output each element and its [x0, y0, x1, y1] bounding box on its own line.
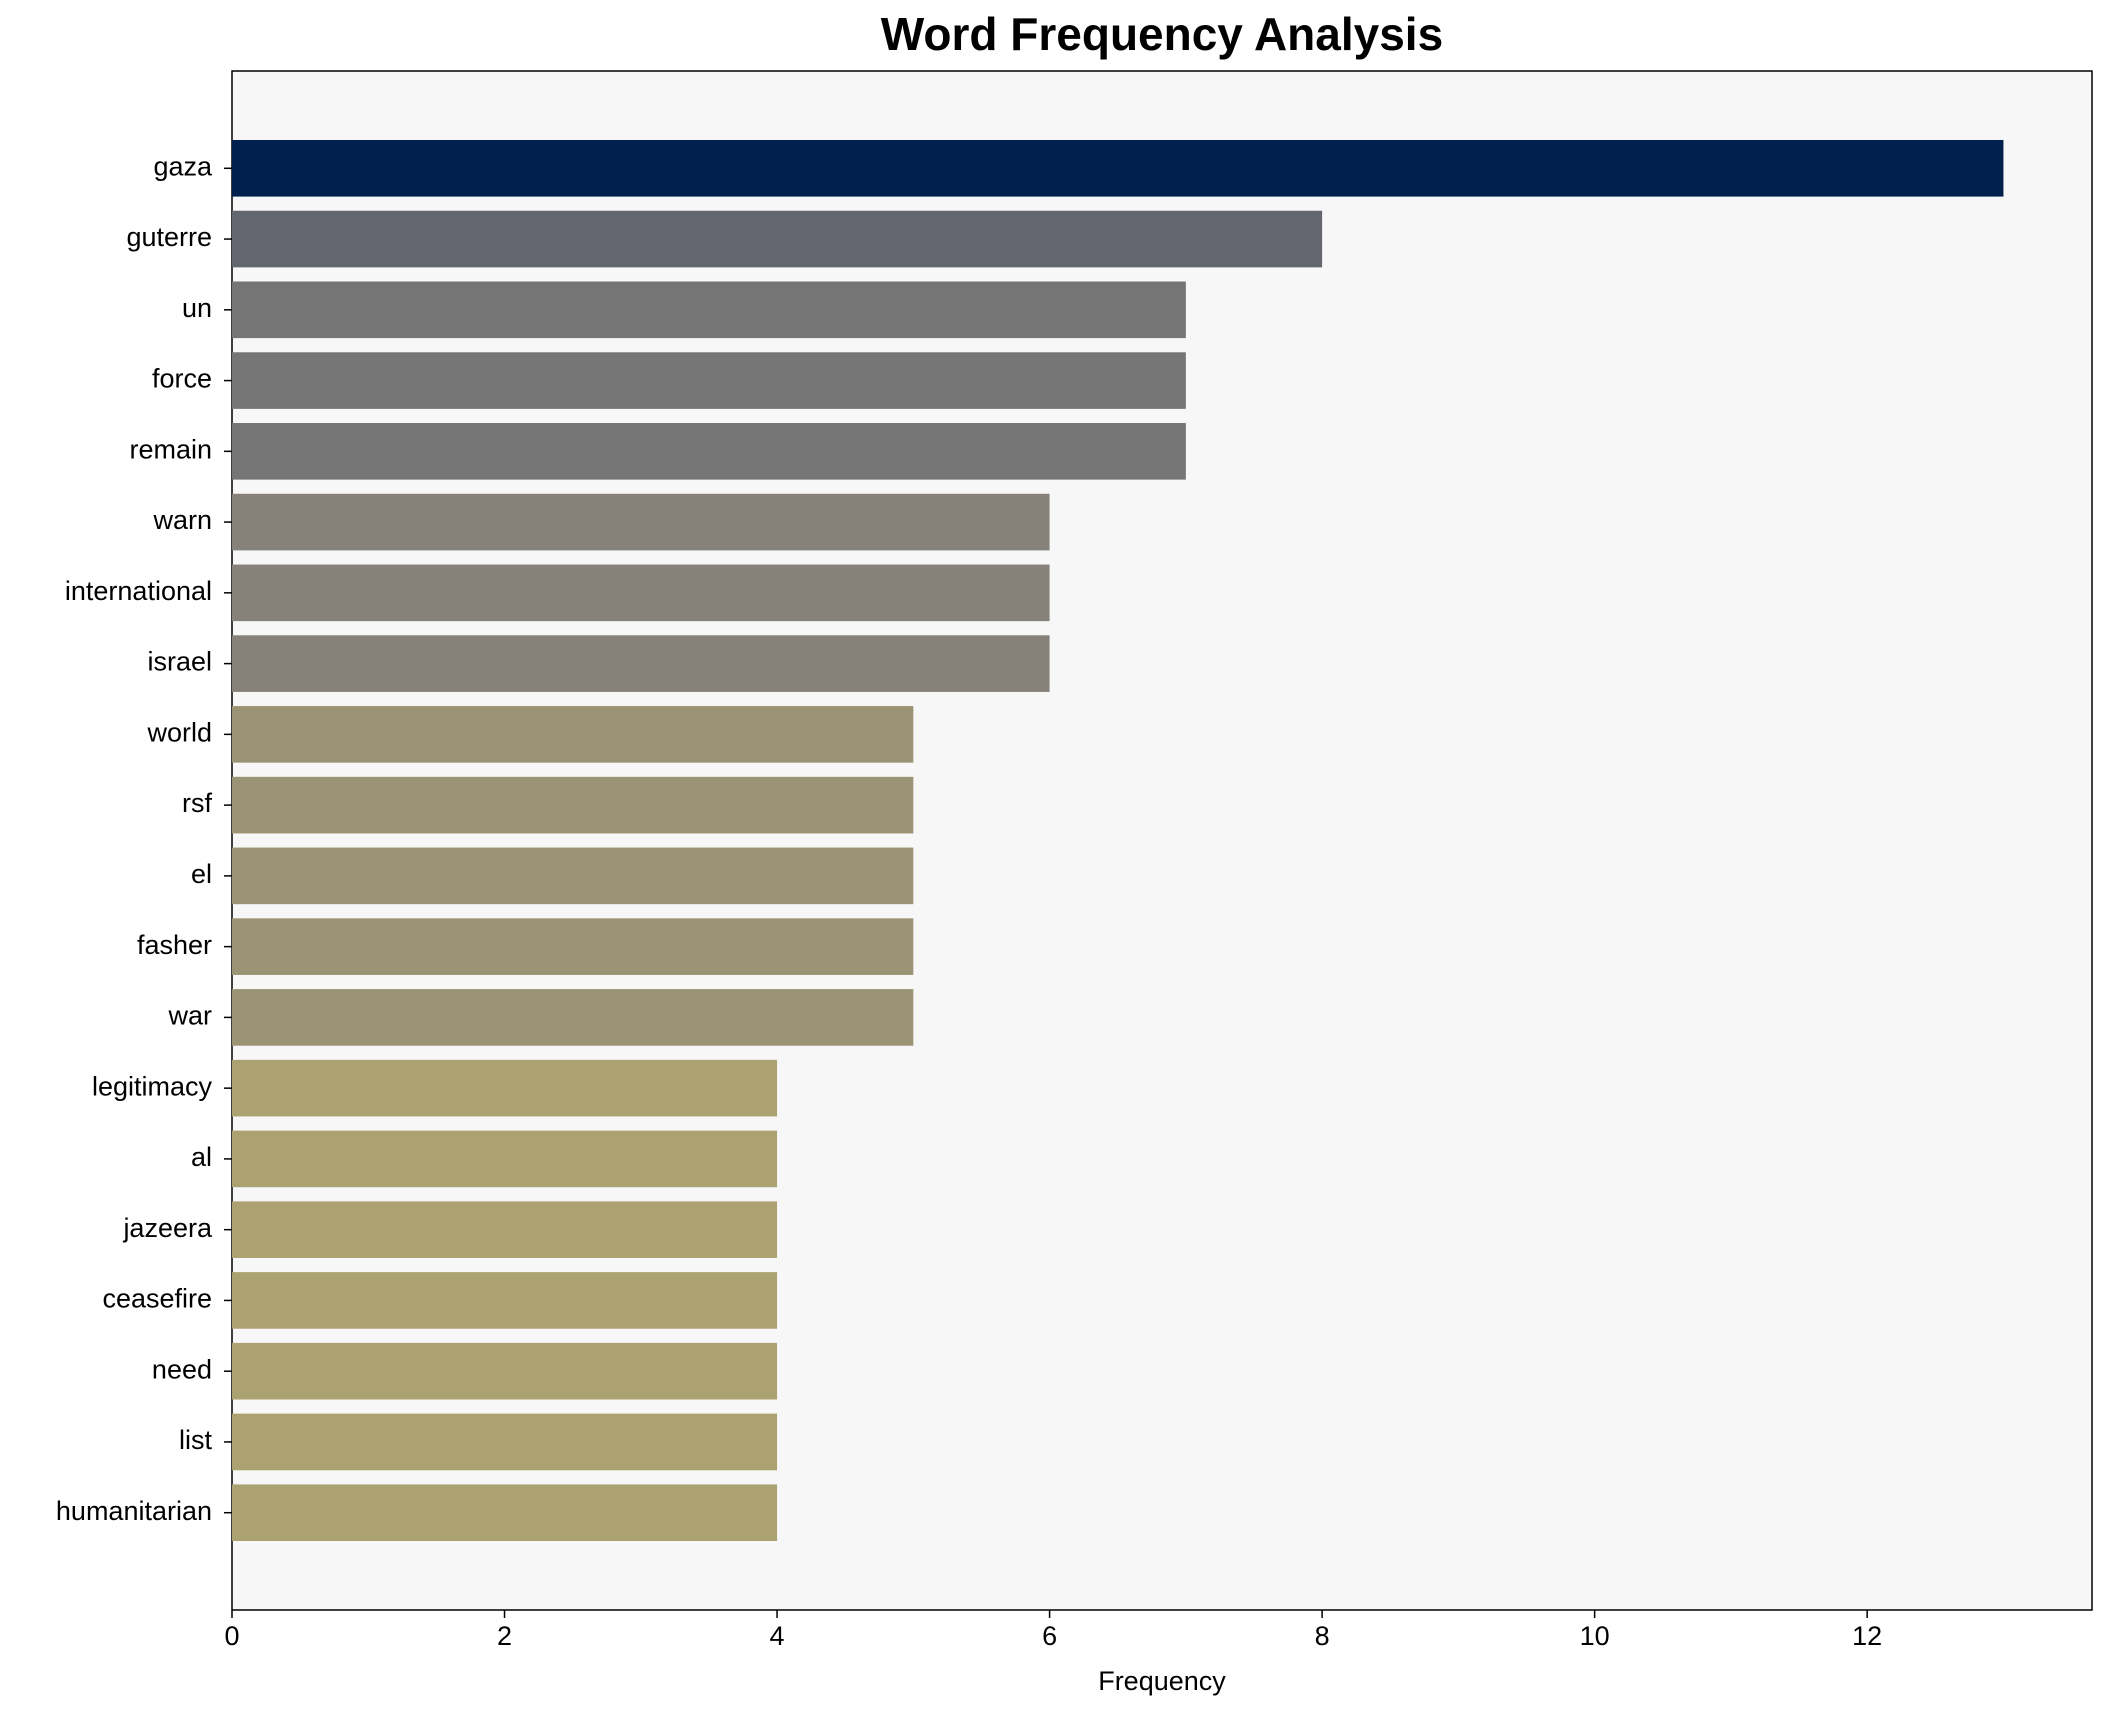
bar: [232, 1342, 778, 1400]
bar: [232, 1201, 778, 1258]
bar: [232, 210, 1323, 268]
x-tick-label: 6: [1042, 1621, 1057, 1651]
bar: [232, 989, 914, 1046]
bar: [232, 1130, 778, 1188]
bar: [232, 564, 1050, 622]
x-tick-label: 8: [1315, 1621, 1330, 1651]
y-tick-label: jazeera: [122, 1213, 213, 1243]
y-tick-label: world: [146, 717, 212, 747]
bar: [232, 776, 914, 834]
y-tick-label: humanitarian: [56, 1496, 212, 1526]
y-tick-label: legitimacy: [92, 1071, 213, 1101]
bar: [232, 1413, 778, 1471]
y-tick-label: israel: [147, 647, 212, 677]
y-tick-label: list: [179, 1425, 212, 1455]
x-tick-label: 12: [1852, 1621, 1882, 1651]
bar: [232, 493, 1050, 551]
y-tick-label: rsf: [182, 788, 212, 818]
y-tick-label: guterre: [126, 222, 212, 252]
x-axis-label: Frequency: [1098, 1666, 1226, 1696]
bar: [232, 706, 914, 763]
bar: [232, 139, 2004, 197]
bar: [232, 423, 1186, 480]
bar: [232, 281, 1186, 339]
x-tick-label: 10: [1580, 1621, 1610, 1651]
x-tick-label: 0: [224, 1621, 239, 1651]
y-tick-label: gaza: [153, 151, 213, 181]
y-tick-label: al: [191, 1142, 212, 1172]
y-tick-label: force: [152, 364, 212, 394]
bar: [232, 1484, 778, 1542]
y-tick-label: need: [152, 1354, 212, 1384]
bar: [232, 847, 914, 905]
x-tick-label: 4: [770, 1621, 785, 1651]
y-tick-label: warn: [152, 505, 212, 535]
y-tick-label: international: [65, 576, 212, 606]
y-tick-label: fasher: [137, 930, 212, 960]
bar: [232, 918, 914, 975]
chart-title: Word Frequency Analysis: [881, 8, 1443, 60]
bar: [232, 1272, 778, 1329]
y-tick-label: el: [191, 859, 212, 889]
y-tick-label: remain: [129, 434, 212, 464]
y-tick-label: war: [167, 1001, 212, 1031]
y-tick-label: un: [182, 293, 212, 323]
bar: [232, 352, 1186, 409]
bar: [232, 635, 1050, 692]
bar: [232, 1059, 778, 1117]
x-tick-label: 2: [497, 1621, 512, 1651]
y-tick-label: ceasefire: [102, 1284, 212, 1314]
